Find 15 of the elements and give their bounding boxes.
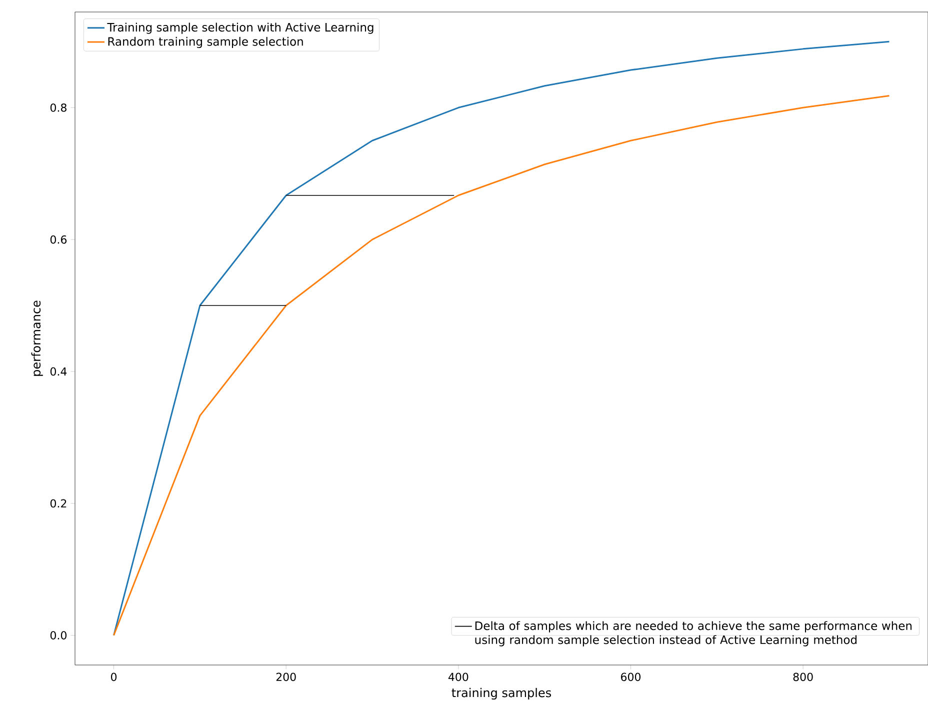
x-tick-label: 800 bbox=[793, 672, 813, 682]
x-axis-title: training samples bbox=[452, 688, 552, 700]
x-tick-label: 400 bbox=[448, 672, 468, 682]
y-tick-label: 0.0 bbox=[50, 631, 66, 640]
x-tick-label: 600 bbox=[621, 672, 641, 682]
legend-label: Random training sample selection bbox=[108, 36, 303, 48]
x-tick-label: 200 bbox=[276, 672, 296, 682]
y-tick-label: 0.4 bbox=[50, 367, 67, 376]
x-tick-label: 0 bbox=[110, 672, 117, 682]
y-tick-label: 0.8 bbox=[50, 103, 66, 112]
legend-label: Training sample selection with Active Learning bbox=[107, 22, 374, 34]
y-axis-title: performance bbox=[31, 300, 43, 376]
y-tick-label: 0.6 bbox=[50, 235, 67, 244]
y-tick-label: 0.2 bbox=[50, 499, 66, 508]
legend-label: Delta of samples which are needed to achieve the same performance when using random sample selection instead of Active Learning method bbox=[475, 621, 912, 646]
